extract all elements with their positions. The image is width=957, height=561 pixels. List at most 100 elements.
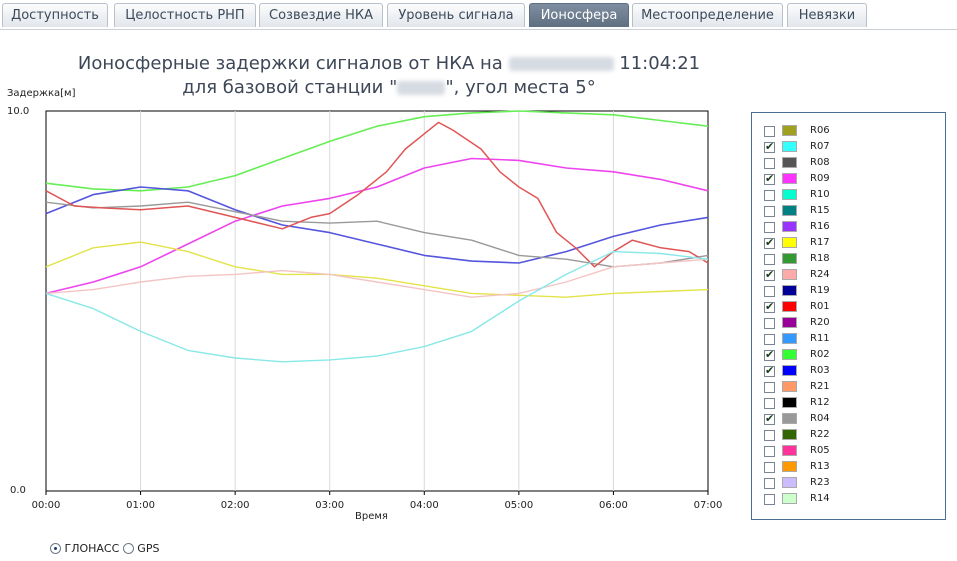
legend-color-swatch [782,381,797,392]
series-line-r17 [45,241,709,298]
tab-residuals[interactable]: Невязки [787,3,867,27]
legend-color-swatch [782,285,797,296]
legend-checkbox[interactable] [764,348,775,361]
tab-availability[interactable]: Доступность [2,3,108,27]
legend-checkbox[interactable] [764,446,775,457]
series-line-r01 [45,121,709,268]
tab-constellation[interactable]: Созвездие НКА [259,3,383,27]
legend-checkbox[interactable] [764,286,775,297]
legend-color-swatch [782,413,797,424]
legend-checkbox[interactable] [764,494,775,505]
legend-color-swatch [782,349,797,360]
tab-ionosphere[interactable]: Ионосфера [529,3,629,27]
legend-label: R05 [810,445,830,456]
legend-label: R04 [810,413,830,424]
title-line2-suffix: ", угол места 5° [445,77,596,98]
legend-color-swatch [782,317,797,328]
legend-checkbox[interactable] [764,236,775,249]
legend-checkbox[interactable] [764,430,775,441]
legend-color-swatch [782,125,797,136]
x-tick-label: 04:00 [410,500,439,511]
legend-label: R18 [810,253,830,264]
legend-checkbox[interactable] [764,158,775,169]
page-title: Ионосферные задержки сигналов от НКА на … [0,52,778,100]
legend-label: R02 [810,349,830,360]
legend-color-swatch [782,205,797,216]
legend-checkbox[interactable] [764,254,775,265]
legend-label: R07 [810,141,830,152]
legend-checkbox[interactable] [764,318,775,329]
legend-color-swatch [782,221,797,232]
x-tick-label: 03:00 [315,500,344,511]
x-tick-label: 01:00 [126,500,155,511]
legend-label: R22 [810,429,830,440]
legend-color-swatch [782,461,797,472]
title-line1-prefix: Ионосферные задержки сигналов от НКА на [77,53,503,74]
y-tick-label: 10.0 [7,106,30,117]
radio-gps[interactable] [122,543,134,554]
legend-checkbox[interactable] [764,206,775,217]
legend-label: R11 [810,333,830,344]
series-line-r24 [45,258,709,298]
legend-label: R10 [810,189,830,200]
legend-label: R01 [810,301,830,312]
radio-gps-label[interactable]: GPS [137,542,160,555]
plot-area [45,110,709,492]
series-line-r07 [45,250,709,363]
legend-label: R14 [810,493,830,504]
legend-label: R16 [810,221,830,232]
tab-bar: Доступность Целостность РНП Созвездие НК… [0,3,957,30]
x-tick-label: 00:00 [32,500,61,511]
legend-label: R12 [810,397,830,408]
legend-checkbox[interactable] [764,382,775,393]
legend-color-swatch [782,397,797,408]
radio-glonass[interactable] [50,543,61,554]
legend-label: R06 [810,125,830,136]
legend-color-swatch [782,173,797,184]
legend-checkbox[interactable] [764,462,775,473]
legend-label: R21 [810,381,830,392]
x-tick-label: 06:00 [599,500,628,511]
title-line-2: для базовой станции " ", угол места 5° [0,76,778,100]
legend-checkbox[interactable] [764,398,775,409]
legend-checkbox[interactable] [764,364,775,377]
redacted-date [508,57,614,71]
legend-label: R17 [810,237,830,248]
legend-checkbox[interactable] [764,190,775,201]
x-tick-label: 02:00 [221,500,250,511]
system-selector: ГЛОНАСС GPS [50,542,159,555]
legend-label: R13 [810,461,830,472]
legend-checkbox[interactable] [764,126,775,137]
tab-integrity[interactable]: Целостность РНП [114,3,256,27]
legend-checkbox[interactable] [764,222,775,233]
tab-positioning[interactable]: Местоопределение [632,3,783,27]
legend-label: R23 [810,477,830,488]
y-tick-label: 0.0 [10,485,26,496]
legend-label: R09 [810,173,830,184]
legend-checkbox[interactable] [764,140,775,153]
x-tick-label: 05:00 [504,500,533,511]
legend-checkbox[interactable] [764,334,775,345]
tab-signal-level[interactable]: Уровень сигнала [387,3,525,27]
series-line-r09 [45,157,709,295]
legend-checkbox[interactable] [764,300,775,313]
legend-checkbox[interactable] [764,268,775,281]
radio-glonass-label[interactable]: ГЛОНАСС [64,542,120,555]
legend-label: R20 [810,317,830,328]
legend-color-swatch [782,237,797,248]
series-line-r02 [45,110,709,192]
legend-checkbox[interactable] [764,412,775,425]
legend-label: R15 [810,205,830,216]
redacted-station [397,81,446,95]
legend-label: R19 [810,285,830,296]
legend-label: R08 [810,157,830,168]
legend-color-swatch [782,301,797,312]
legend-label: R03 [810,365,830,376]
legend-checkbox[interactable] [764,172,775,185]
legend-checkbox[interactable] [764,478,775,489]
x-tick-label: 07:00 [694,500,723,511]
legend-color-swatch [782,429,797,440]
legend-color-swatch [782,189,797,200]
legend-color-swatch [782,157,797,168]
